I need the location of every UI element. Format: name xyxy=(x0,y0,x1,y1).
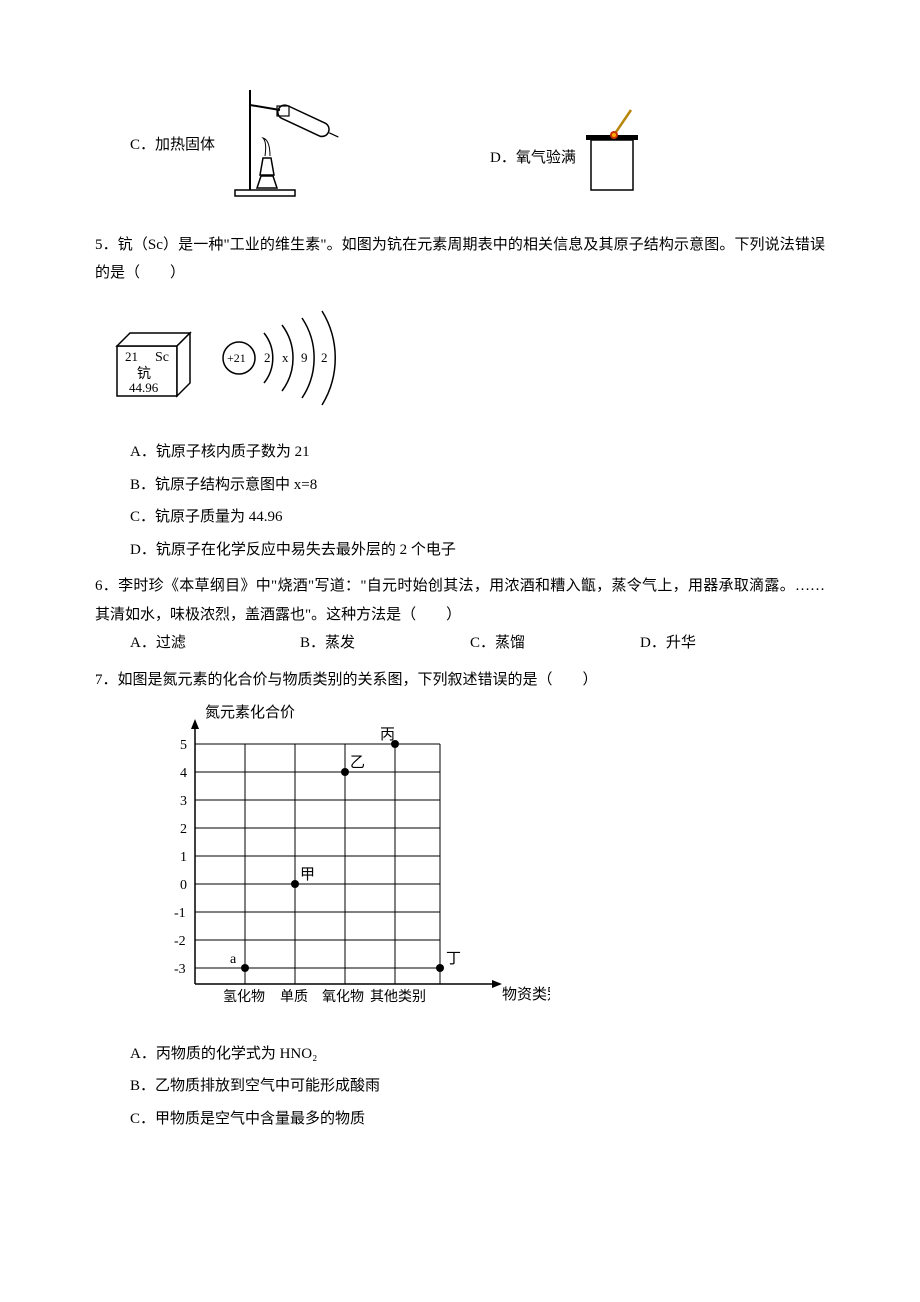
cat-hydride: 氢化物 xyxy=(223,989,265,1005)
q7-options: A．丙物质的化学式为 HNO₂ B．乙物质排放到空气中可能形成酸雨 C．甲物质是… xyxy=(130,1040,825,1134)
q4-option-d-label: D．氧气验满 xyxy=(490,144,576,173)
point-bing: 丙 xyxy=(380,727,395,743)
q6-option-d: D．升华 xyxy=(640,629,810,658)
q7-option-c: C．甲物质是空气中含量最多的物质 xyxy=(130,1105,825,1134)
q6-option-b: B．蒸发 xyxy=(300,629,470,658)
q7-option-a: A．丙物质的化学式为 HNO₂ xyxy=(130,1040,825,1069)
svg-text:-1: -1 xyxy=(174,906,186,921)
cat-element: 单质 xyxy=(280,989,308,1005)
svg-text:-3: -3 xyxy=(174,962,186,977)
q5-options: A．钪原子核内质子数为 21 B．钪原子结构示意图中 x=8 C．钪原子质量为 … xyxy=(130,438,825,564)
shell-3: 9 xyxy=(301,350,308,365)
point-yi: 乙 xyxy=(350,755,365,771)
q4-option-d: D．氧气验满 xyxy=(490,105,646,211)
svg-text:3: 3 xyxy=(180,794,187,809)
q5-option-a: A．钪原子核内质子数为 21 xyxy=(130,438,825,467)
q7-text: 7．如图是氮元素的化合价与物质类别的关系图，下列叙述错误的是（ ） xyxy=(95,666,825,695)
q5-option-c: C．钪原子质量为 44.96 xyxy=(130,503,825,532)
svg-text:0: 0 xyxy=(180,878,187,893)
svg-text:-2: -2 xyxy=(174,934,186,949)
q6-options: A．过滤 B．蒸发 C．蒸馏 D．升华 xyxy=(130,629,825,658)
shell-1: 2 xyxy=(264,350,271,365)
nitrogen-valence-chart: 氮元素化合价 物资类别 5 4 3 2 1 0 -1 -2 -3 xyxy=(130,699,825,1030)
q6-option-a: A．过滤 xyxy=(130,629,300,658)
atomic-mass: 44.96 xyxy=(129,380,159,395)
point-a: a xyxy=(230,952,237,967)
svg-text:4: 4 xyxy=(180,766,187,781)
svg-text:2: 2 xyxy=(180,822,187,837)
svg-text:1: 1 xyxy=(180,850,187,865)
q4-options-cd: C．加热固体 D． xyxy=(95,80,825,211)
q7-option-b: B．乙物质排放到空气中可能形成酸雨 xyxy=(130,1072,825,1101)
svg-text:5: 5 xyxy=(180,738,187,753)
shell-4: 2 xyxy=(321,350,328,365)
element-symbol: Sc xyxy=(155,350,169,365)
q6-text: 6．李时珍《本草纲目》中"烧酒"写道："自元时始创其法，用浓酒和糟入甑，蒸令气上… xyxy=(95,572,825,629)
q6-option-c: C．蒸馏 xyxy=(470,629,640,658)
cat-oxide: 氧化物 xyxy=(322,989,364,1005)
point-jia: 甲 xyxy=(300,867,315,883)
q5-option-b: B．钪原子结构示意图中 x=8 xyxy=(130,471,825,500)
x-axis-label: 物资类别 xyxy=(502,986,550,1003)
cat-other: 其他类别 xyxy=(370,989,426,1005)
point-ding: 丁 xyxy=(446,951,461,967)
q4-option-c: C．加热固体 xyxy=(130,80,490,211)
q4-option-c-label: C．加热固体 xyxy=(130,131,215,160)
q5-figures: 21 Sc 钪 44.96 +21 2 x 9 2 xyxy=(105,303,825,424)
q5-option-d: D．钪原子在化学反应中易失去最外层的 2 个电子 xyxy=(130,536,825,565)
y-axis-label: 氮元素化合价 xyxy=(205,704,295,721)
nucleus-charge: +21 xyxy=(227,351,246,365)
periodic-table-cell: 21 Sc 钪 44.96 xyxy=(115,328,195,398)
shell-2: x xyxy=(282,350,289,365)
atomic-number: 21 xyxy=(125,349,138,364)
oxygen-test-diagram xyxy=(576,105,646,211)
q5-text: 5．钪（Sc）是一种"工业的维生素"。如图为钪在元素周期表中的相关信息及其原子结… xyxy=(95,231,825,288)
heating-apparatus-diagram xyxy=(215,80,345,211)
atom-structure-diagram: +21 2 x 9 2 xyxy=(214,303,374,424)
